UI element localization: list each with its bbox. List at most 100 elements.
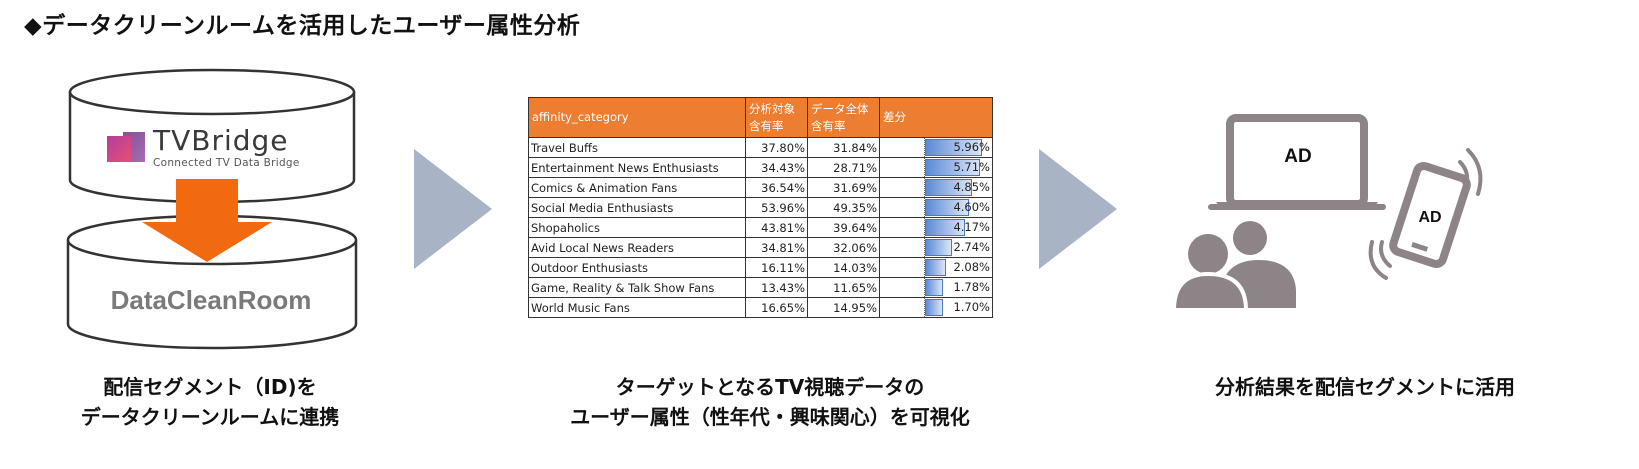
- table-row: World Music Fans 16.65% 14.95% 1.70%: [528, 297, 993, 318]
- category-cell: World Music Fans: [528, 297, 746, 318]
- bar-axis: [924, 278, 925, 297]
- diff-bar: [925, 199, 970, 216]
- left-caption: 配信セグメント（ID)を データクリーンルームに連携: [30, 372, 390, 432]
- category-cell: Avid Local News Readers: [528, 237, 746, 258]
- tvbridge-logo-mark-icon: [105, 132, 149, 166]
- logo-brand-text: TVBridge: [153, 124, 289, 157]
- diff-value: 2.08%: [953, 260, 990, 274]
- diff-bar: [925, 299, 943, 316]
- diff-bar: [925, 219, 966, 236]
- users-icon: [1171, 221, 1296, 312]
- bar-axis: [924, 138, 925, 157]
- category-cell: Social Media Enthusiasts: [528, 197, 746, 218]
- table-row: Social Media Enthusiasts 53.96% 49.35% 4.60…: [528, 197, 993, 218]
- diff-value: 4.85%: [953, 180, 990, 194]
- header-target-rate: 分析対象 含有率: [745, 97, 808, 138]
- diff-value: 5.71%: [953, 160, 990, 174]
- laptop-icon: [1208, 114, 1386, 210]
- bar-axis: [924, 238, 925, 257]
- smartphone-icon: [1389, 161, 1471, 269]
- diff-cell: 2.08%: [879, 257, 993, 278]
- affinity-table: affinity_category 分析対象 含有率 データ全体 含有率 差分 …: [528, 97, 993, 318]
- overall-rate-cell: 32.06%: [807, 237, 880, 258]
- header-diff: 差分: [879, 97, 993, 138]
- bar-axis: [924, 258, 925, 277]
- target-rate-cell: 36.54%: [745, 177, 808, 198]
- diff-bar: [925, 159, 980, 176]
- table-row: Game, Reality & Talk Show Fans 13.43% 11.6…: [528, 277, 993, 298]
- bar-axis: [924, 298, 925, 317]
- diff-value: 4.17%: [953, 220, 990, 234]
- overall-rate-cell: 14.95%: [807, 297, 880, 318]
- page-title: ◆データクリーンルームを活用したユーザー属性分析: [24, 13, 581, 39]
- middle-caption-line1: ターゲットとなるTV視聴データの: [615, 375, 925, 399]
- category-cell: Shopaholics: [528, 217, 746, 238]
- overall-rate-cell: 39.64%: [807, 217, 880, 238]
- overall-rate-cell: 31.69%: [807, 177, 880, 198]
- middle-caption-line2: ユーザー属性（性年代・興味関心）を可視化: [570, 405, 970, 429]
- overall-rate-cell: 14.03%: [807, 257, 880, 278]
- category-cell: Travel Buffs: [528, 137, 746, 158]
- phone-ad-label: AD: [1418, 209, 1441, 226]
- table-row: Outdoor Enthusiasts 16.11% 14.03% 2.08%: [528, 257, 993, 278]
- diff-bar: [925, 239, 953, 256]
- diff-bar: [925, 259, 947, 276]
- chevron-right-icon: [1039, 149, 1117, 269]
- diff-cell: 5.96%: [879, 137, 993, 158]
- overall-rate-cell: 11.65%: [807, 277, 880, 298]
- logo-subtitle: Connected TV Data Bridge: [153, 157, 300, 169]
- diff-bar: [925, 179, 972, 196]
- diff-cell: 4.85%: [879, 177, 993, 198]
- target-rate-cell: 53.96%: [745, 197, 808, 218]
- category-cell: Game, Reality & Talk Show Fans: [528, 277, 746, 298]
- category-cell: Outdoor Enthusiasts: [528, 257, 746, 278]
- diff-cell: 4.60%: [879, 197, 993, 218]
- header-affinity-category: affinity_category: [528, 97, 746, 138]
- table-row: Travel Buffs 37.80% 31.84% 5.96%: [528, 137, 993, 158]
- target-rate-cell: 34.43%: [745, 157, 808, 178]
- diff-cell: 2.74%: [879, 237, 993, 258]
- table-row: Comics & Animation Fans 36.54% 31.69% 4.85%: [528, 177, 993, 198]
- category-cell: Entertainment News Enthusiasts: [528, 157, 746, 178]
- diff-cell: 4.17%: [879, 217, 993, 238]
- down-arrow-icon: [142, 179, 272, 262]
- diff-value: 5.96%: [953, 140, 990, 154]
- bar-axis: [924, 158, 925, 177]
- diff-bar: [925, 279, 944, 296]
- table-row: Avid Local News Readers 34.81% 32.06% 2.74%: [528, 237, 993, 258]
- bar-axis: [924, 218, 925, 237]
- target-rate-cell: 34.81%: [745, 237, 808, 258]
- target-rate-cell: 43.81%: [745, 217, 808, 238]
- chevron-right-icon: [414, 149, 492, 269]
- target-rate-cell: 13.43%: [745, 277, 808, 298]
- right-caption: 分析結果を配信セグメントに活用: [1215, 375, 1515, 399]
- datacleanroom-label: DataCleanRoom: [110, 285, 312, 315]
- diff-value: 2.74%: [953, 240, 990, 254]
- left-caption-line2: データクリーンルームに連携: [80, 405, 340, 429]
- diff-bar: [925, 139, 982, 156]
- signal-waves-icon: [1368, 148, 1483, 280]
- bar-axis: [924, 178, 925, 197]
- overall-rate-cell: 28.71%: [807, 157, 880, 178]
- diff-cell: 1.70%: [879, 297, 993, 318]
- overall-rate-cell: 49.35%: [807, 197, 880, 218]
- diff-cell: 5.71%: [879, 157, 993, 178]
- diff-value: 1.78%: [953, 280, 990, 294]
- header-overall-rate: データ全体 含有率: [807, 97, 880, 138]
- laptop-ad-label: AD: [1284, 146, 1311, 167]
- diff-cell: 1.78%: [879, 277, 993, 298]
- target-rate-cell: 37.80%: [745, 137, 808, 158]
- table-header-row: affinity_category 分析対象 含有率 データ全体 含有率 差分: [528, 97, 993, 138]
- bar-axis: [924, 198, 925, 217]
- tvbridge-cylinder: [68, 68, 356, 204]
- middle-caption: ターゲットとなるTV視聴データの ユーザー属性（性年代・興味関心）を可視化: [510, 372, 1030, 432]
- target-rate-cell: 16.65%: [745, 297, 808, 318]
- ad-delivery-illustration: AD AD: [1171, 114, 1483, 312]
- left-caption-line1: 配信セグメント（ID)を: [103, 375, 317, 399]
- tvbridge-logo: TVBridge Connected TV Data Bridge: [105, 124, 305, 176]
- diff-value: 4.60%: [953, 200, 990, 214]
- diff-value: 1.70%: [953, 300, 990, 314]
- overall-rate-cell: 31.84%: [807, 137, 880, 158]
- table-row: Shopaholics 43.81% 39.64% 4.17%: [528, 217, 993, 238]
- target-rate-cell: 16.11%: [745, 257, 808, 278]
